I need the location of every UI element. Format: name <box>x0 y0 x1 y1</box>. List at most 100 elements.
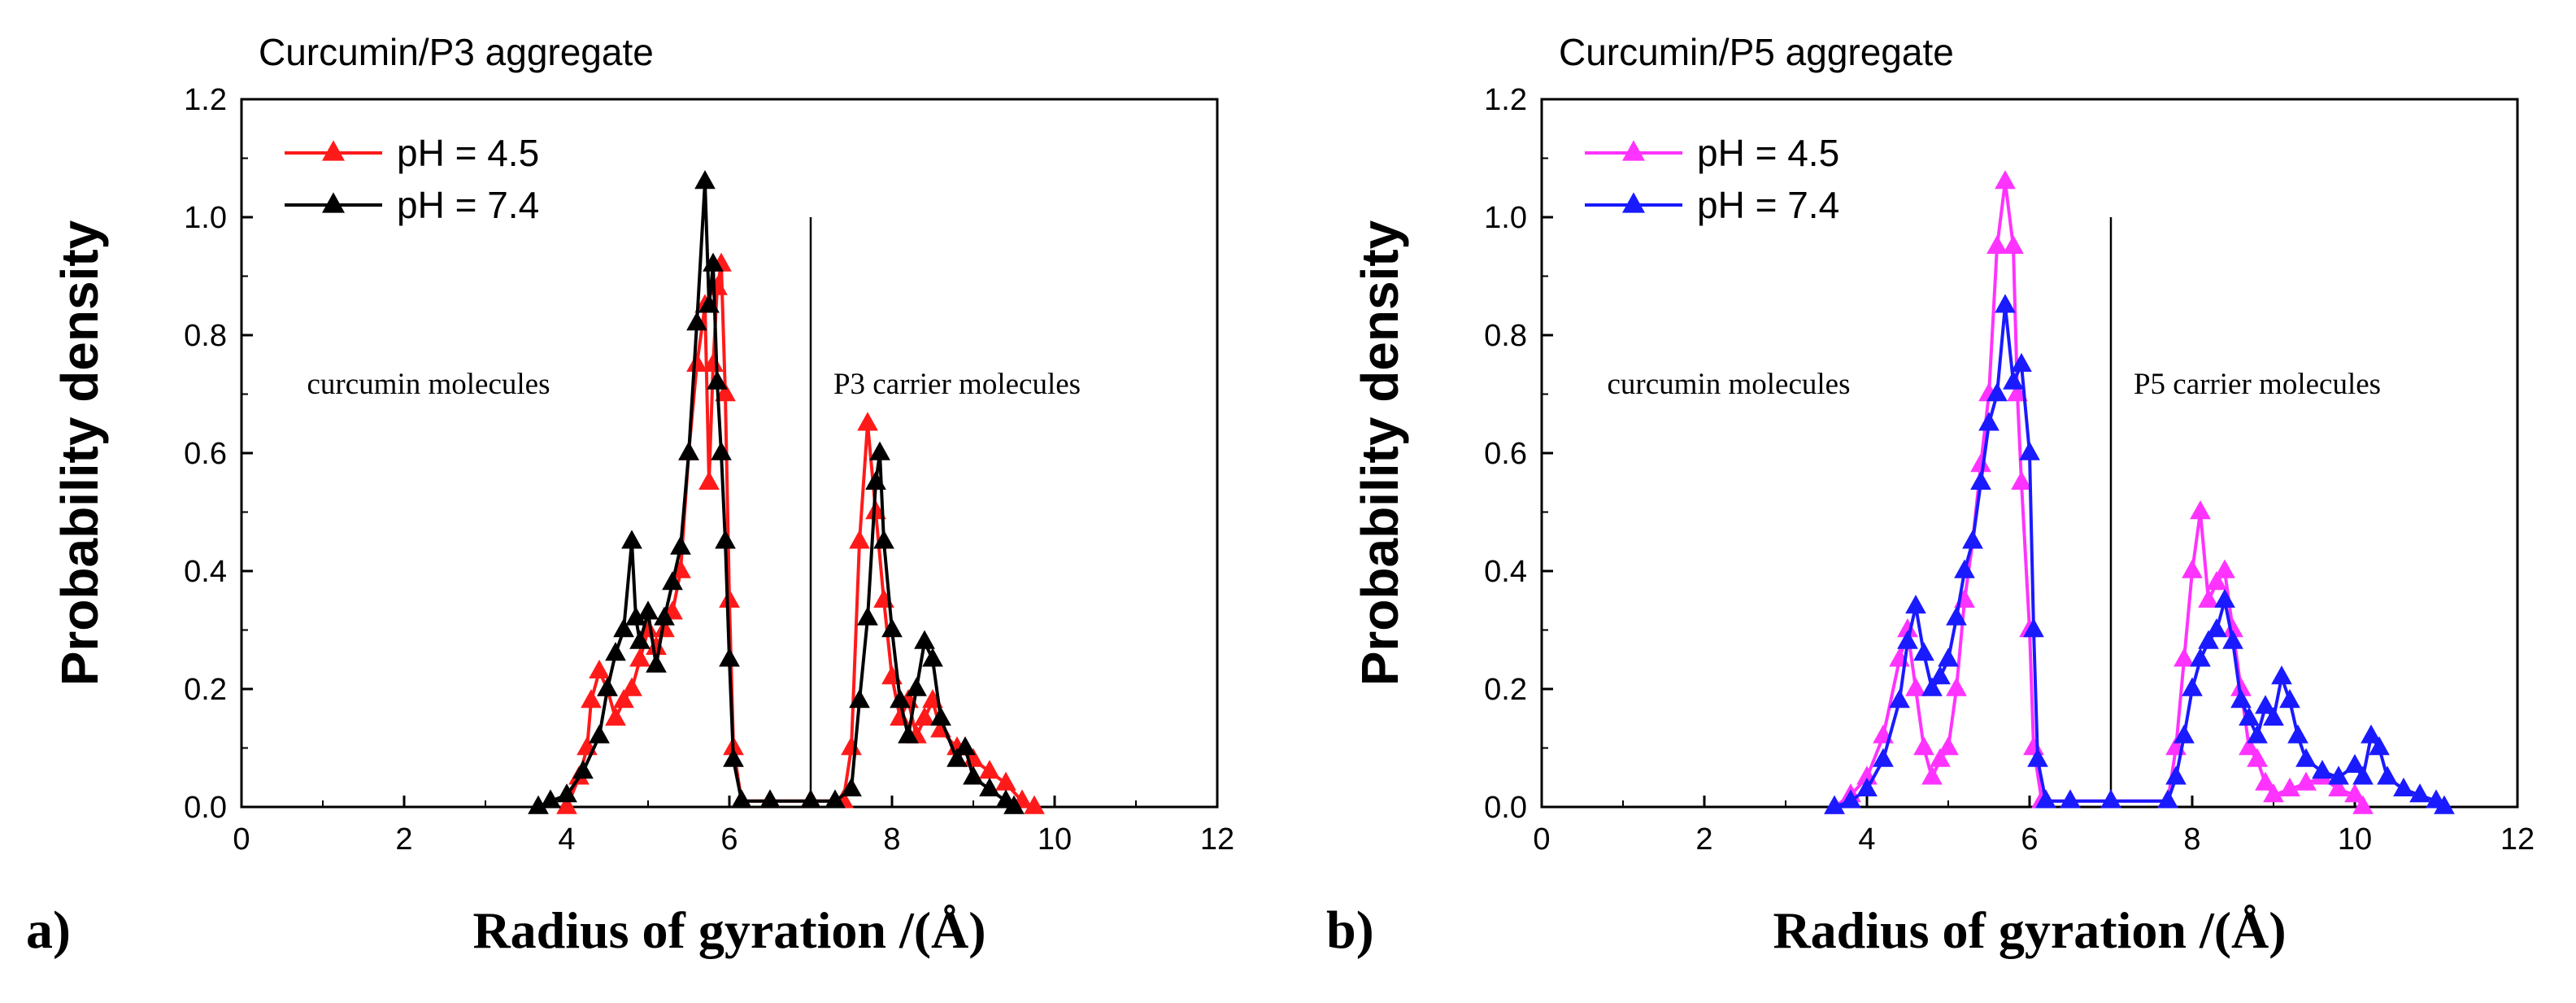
legend-label: pH = 7.4 <box>1697 184 1839 226</box>
data-point <box>719 648 740 667</box>
data-point <box>686 312 707 331</box>
x-tick-label: 2 <box>1695 822 1712 857</box>
data-point <box>613 618 634 638</box>
x-tick-label: 8 <box>2183 822 2200 857</box>
data-point <box>2206 571 2227 591</box>
data-point <box>2190 648 2211 667</box>
data-point <box>1978 412 1999 431</box>
data-point <box>572 760 594 779</box>
data-point <box>1897 630 1918 649</box>
data-point <box>2222 630 2243 649</box>
data-point <box>890 689 911 709</box>
y-axis-label: Probability density <box>1351 220 1409 686</box>
data-point <box>581 689 602 709</box>
annotation-label: P3 carrier molecules <box>833 368 1081 401</box>
data-point <box>698 470 720 490</box>
x-tick-label: 12 <box>1200 822 1234 857</box>
data-point <box>963 765 984 785</box>
legend-label: pH = 4.5 <box>397 132 539 174</box>
data-point <box>589 724 610 744</box>
data-point <box>2100 789 2121 809</box>
x-tick-label: 0 <box>233 822 250 857</box>
legend-marker <box>322 192 345 213</box>
y-tick-label: 0.4 <box>184 555 227 589</box>
data-point <box>2271 665 2292 685</box>
data-point <box>865 470 886 490</box>
legend-marker <box>1622 192 1645 213</box>
y-tick-label: 1.2 <box>184 83 227 117</box>
data-point <box>2287 724 2308 744</box>
data-point <box>995 771 1016 791</box>
data-point <box>2361 724 2382 744</box>
y-tick-label: 0.6 <box>184 437 227 471</box>
annotation-label: curcumin molecules <box>1608 368 1851 401</box>
data-point <box>890 706 911 726</box>
data-point <box>605 642 626 661</box>
data-point <box>2190 500 2211 520</box>
data-point <box>1921 765 1943 785</box>
data-point <box>621 677 642 696</box>
data-point <box>906 677 927 696</box>
legend-label: pH = 7.4 <box>397 184 539 226</box>
data-point <box>2239 706 2260 726</box>
data-point <box>2003 234 2024 254</box>
y-tick-label: 0.4 <box>1484 555 1527 589</box>
data-point <box>540 789 561 809</box>
data-point <box>646 653 667 673</box>
data-point <box>922 648 943 667</box>
legend-label: pH = 4.5 <box>1697 132 1839 174</box>
data-point <box>719 588 740 608</box>
y-tick-label: 0.6 <box>1484 437 1527 471</box>
data-point <box>2174 648 2195 667</box>
y-tick-label: 1.0 <box>1484 201 1527 235</box>
y-tick-label: 0.2 <box>184 673 227 707</box>
data-point <box>2295 748 2317 767</box>
data-point <box>1930 748 1951 767</box>
data-point <box>1856 777 1878 796</box>
data-point <box>1824 795 1845 814</box>
legend-marker <box>1622 140 1645 161</box>
data-point <box>2295 771 2317 791</box>
data-point <box>703 252 724 272</box>
data-point <box>1954 559 1975 578</box>
data-point <box>629 630 651 649</box>
data-point <box>2344 753 2365 773</box>
data-point <box>2352 795 2374 814</box>
data-point <box>2377 765 2398 785</box>
data-point <box>930 706 951 726</box>
x-tick-label: 12 <box>2500 822 2535 857</box>
data-point <box>1930 665 1951 685</box>
data-point <box>2312 760 2333 779</box>
data-point <box>711 441 732 460</box>
data-point <box>2255 695 2276 714</box>
data-point <box>556 795 577 814</box>
annotation-label: P5 carrier molecules <box>2134 368 2381 401</box>
y-tick-label: 1.2 <box>1484 83 1527 117</box>
data-point <box>881 618 903 638</box>
data-point <box>2263 783 2284 803</box>
x-tick-label: 8 <box>883 822 900 857</box>
data-point <box>662 571 683 591</box>
data-point <box>646 635 667 655</box>
data-point <box>1913 736 1934 756</box>
data-point <box>715 382 736 402</box>
data-point <box>1986 234 2008 254</box>
data-point <box>1970 453 1991 473</box>
x-tick-label: 10 <box>2338 822 2372 857</box>
data-point <box>1913 642 1934 661</box>
data-point <box>849 689 870 709</box>
data-point <box>800 789 821 809</box>
x-tick-label: 6 <box>720 822 738 857</box>
data-point <box>1938 736 1959 756</box>
data-point <box>2239 736 2260 756</box>
series-2 <box>528 170 1025 814</box>
data-point <box>841 777 862 796</box>
data-point <box>2198 588 2219 608</box>
data-point <box>857 412 878 431</box>
data-point <box>2214 588 2235 608</box>
panel-b: Curcumin/P5 aggregate Probability density… <box>1326 31 2535 960</box>
data-point <box>694 170 716 190</box>
data-point <box>2328 777 2349 796</box>
data-point <box>613 689 634 709</box>
data-point <box>2344 783 2365 803</box>
